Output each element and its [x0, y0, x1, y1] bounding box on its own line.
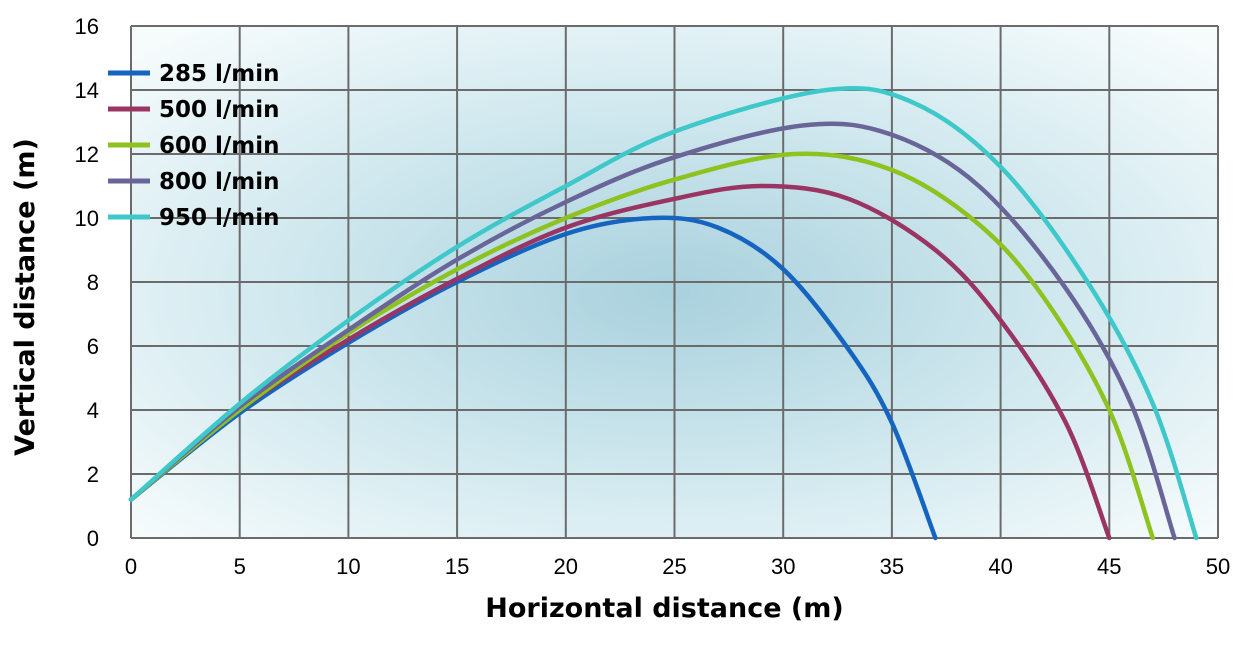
x-tick-label: 30 — [771, 554, 795, 579]
x-tick-label: 40 — [988, 554, 1012, 579]
legend-label: 950 l/min — [159, 205, 280, 231]
x-tick-label: 10 — [336, 554, 360, 579]
y-tick-label: 10 — [75, 206, 99, 231]
x-axis-title: Horizontal distance (m) — [485, 593, 844, 624]
y-tick-label: 0 — [87, 526, 99, 551]
legend-label: 285 l/min — [159, 61, 280, 87]
x-tick-label: 45 — [1097, 554, 1121, 579]
legend-label: 600 l/min — [159, 133, 280, 159]
x-tick-label: 15 — [445, 554, 469, 579]
series-line-500 — [128, 183, 1112, 541]
y-axis-ticks: 0 2 4 6 8 10 12 14 16 — [75, 14, 99, 551]
y-tick-label: 12 — [75, 142, 99, 167]
y-axis-title: Vertical distance (m) — [10, 138, 41, 456]
legend-label: 500 l/min — [159, 97, 280, 123]
series-line-800 — [128, 121, 1177, 541]
x-tick-label: 5 — [234, 554, 246, 579]
y-tick-label: 4 — [87, 398, 99, 423]
x-tick-label: 35 — [880, 554, 904, 579]
y-tick-label: 14 — [75, 78, 99, 103]
x-tick-label: 50 — [1206, 554, 1230, 579]
y-tick-label: 6 — [87, 334, 99, 359]
x-tick-label: 0 — [125, 554, 137, 579]
x-tick-label: 20 — [554, 554, 578, 579]
series-layer — [128, 85, 1199, 541]
series-line-600 — [128, 151, 1156, 541]
y-tick-label: 8 — [87, 270, 99, 295]
legend-label: 800 l/min — [159, 169, 280, 195]
series-line-950 — [128, 85, 1199, 541]
legend: 285 l/min 500 l/min 600 l/min 800 l/min 950 … — [108, 61, 280, 231]
x-axis-ticks: 0 5 10 15 20 25 30 35 40 45 50 — [125, 554, 1230, 579]
series-line-285 — [128, 215, 938, 541]
y-tick-label: 2 — [87, 462, 99, 487]
x-tick-label: 25 — [662, 554, 686, 579]
y-tick-label: 16 — [75, 14, 99, 39]
grid — [130, 25, 1219, 539]
